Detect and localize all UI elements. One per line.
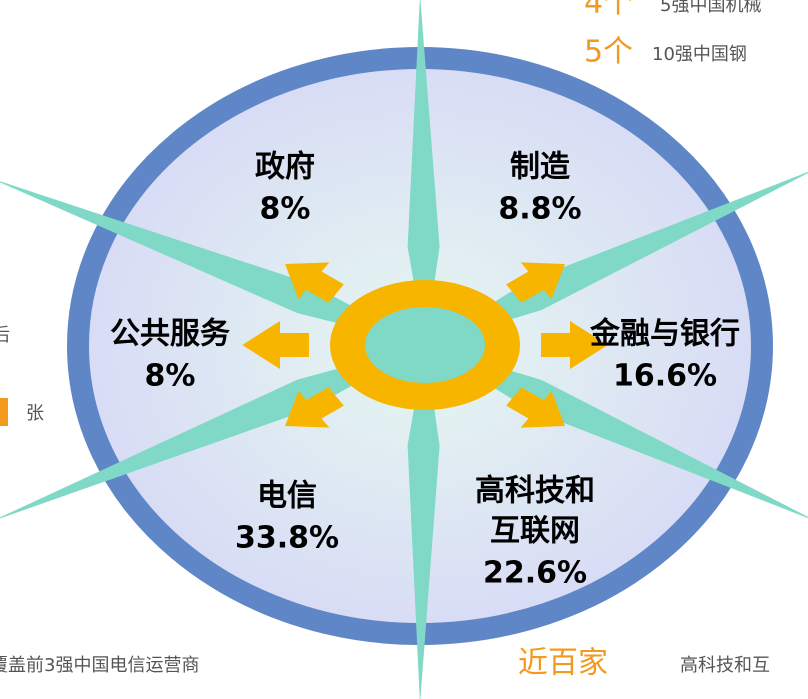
sector-name: 政府 (255, 150, 315, 185)
left-fragment: 张 (26, 403, 44, 424)
hub (242, 262, 607, 427)
note-count: 近百家 (518, 646, 608, 681)
page: {"sectors": [ {"name": ["政府"], "share": … (0, 0, 808, 699)
hub-center (365, 307, 485, 383)
diagram: 政府 8% 制造 8.8% 公共服务 8% 金融与银行 16.6% 电信 33.8% 高科技和互联网… (0, 0, 808, 699)
sector-name: 电信 (257, 479, 317, 514)
note-text: 10强中国钢 (652, 44, 747, 65)
sector-name: 互联网 (490, 514, 580, 549)
sector-name: 金融与银行 (589, 317, 740, 352)
sector-share: 33.8% (235, 521, 339, 556)
left-mark (0, 398, 8, 426)
sector-name: 制造 (510, 150, 570, 185)
sector-name: 公共服务 (110, 317, 230, 352)
note-count: 5个 (584, 35, 633, 70)
sector-share: 8% (260, 192, 311, 227)
sector-name: 高科技和 (475, 474, 595, 509)
sector-share: 22.6% (483, 556, 587, 591)
note-text: 高科技和互 (680, 655, 770, 676)
note-count: 4个 (584, 0, 633, 21)
note-text: 5强中国机械 (660, 0, 761, 16)
bottom-left-note: 覆盖前3强中国电信运营商 (0, 655, 199, 676)
left-fragment: 后 (0, 325, 10, 346)
sector-share: 16.6% (613, 359, 717, 394)
sector-share: 8.8% (498, 192, 581, 227)
sector-share: 8% (145, 359, 196, 394)
